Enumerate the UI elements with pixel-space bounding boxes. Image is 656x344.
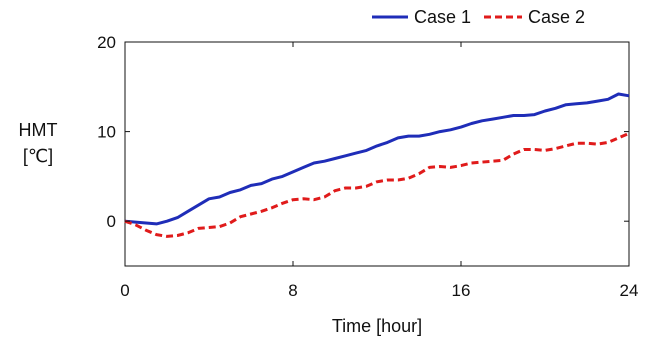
y-axis-label-line-1: HMT [19,120,58,140]
legend-label: Case 1 [414,7,471,27]
x-axis-label: Time [hour] [332,316,422,336]
tick-layer: 0 8 16 24 0 10 20 [97,33,638,300]
x-tick-label: 8 [288,281,297,300]
y-tick-label: 10 [97,123,116,142]
series-line-case-2 [124,132,630,238]
series-line-case-1 [124,92,630,226]
plot-area-frame [124,41,630,267]
x-tick-label: 0 [120,281,129,300]
legend: Case 1 Case 2 [372,7,585,27]
legend-item-case-1: Case 1 [372,7,471,27]
y-tick-label: 20 [97,33,116,52]
y-axis-title: HMT [℃] [19,120,58,166]
x-tick-label: 16 [452,281,471,300]
legend-item-case-2: Case 2 [484,7,585,27]
series-layer [124,92,630,238]
y-tick-label: 0 [107,212,116,231]
y-axis-label-line-2: [℃] [23,146,53,166]
x-axis-title: Time [hour] [332,316,422,336]
legend-label: Case 2 [528,7,585,27]
x-tick-label: 24 [620,281,639,300]
